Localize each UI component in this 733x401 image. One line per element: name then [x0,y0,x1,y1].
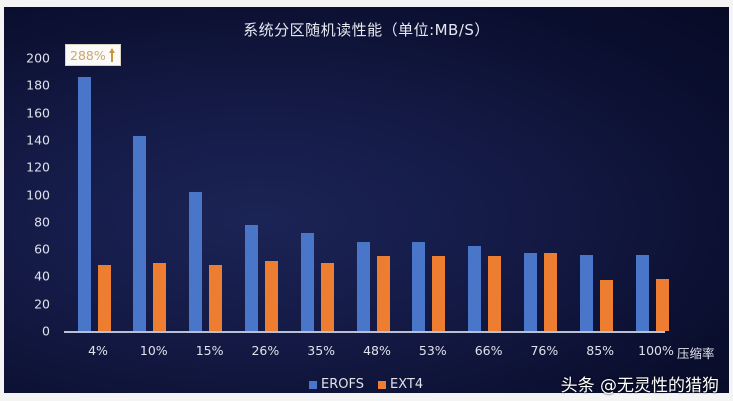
legend-label-erofs: EROFS [321,377,364,392]
y-tick-label: 180 [26,77,50,93]
bar-ext4 [376,255,390,331]
y-tick-label: 100 [26,187,50,202]
bar-ext4 [655,279,669,331]
bar-ext4 [320,262,334,331]
bar-erofs [523,253,537,331]
bar-ext4 [432,255,446,331]
y-tick-label: 60 [34,241,50,257]
bar-erofs [579,254,593,331]
x-tick-label: 66% [474,343,503,358]
bar-erofs [189,191,203,331]
y-tick-label: 200 [26,50,50,66]
legend-item-erofs: EROFS [309,377,364,392]
x-tick-label: 15% [195,343,224,358]
legend: EROFS EXT4 [309,377,423,392]
bar-erofs [635,254,649,331]
bar-erofs [133,135,147,331]
callout-text: 288% [70,47,106,63]
x-tick-label: 100% [638,343,674,358]
y-tick-label: 40 [34,268,50,284]
x-tick-label: 4% [88,343,108,358]
bar-ext4 [543,253,557,331]
increase-callout: 288% [65,44,121,66]
chart-title: 系统分区随机读性能（单位:MB/S） [243,21,490,39]
bar-erofs [77,77,91,331]
x-tick-label: 35% [307,343,336,358]
bar-ext4 [153,262,167,331]
legend-swatch-erofs [309,380,317,389]
x-tick-label: 76% [530,343,559,358]
x-tick-label: 53% [418,343,447,358]
legend-label-ext4: EXT4 [389,377,424,392]
x-tick-label: 85% [586,343,615,358]
bar-ext4 [599,280,613,331]
x-axis-line [64,331,665,333]
bar-erofs [412,242,426,331]
legend-item-ext4: EXT4 [377,377,424,392]
bar-ext4 [209,265,223,331]
x-axis-title: 压缩率 [677,346,715,361]
bar-ext4 [264,261,278,331]
bar-erofs [300,232,314,331]
y-tick-label: 140 [26,132,50,148]
bar-ext4 [488,255,502,331]
bar-erofs [356,242,370,331]
y-tick-label: 0 [42,323,50,339]
chart-panel: 系统分区随机读性能（单位:MB/S） 288% EROFS EXT4 头条 @无… [4,7,729,396]
bar-erofs [244,224,258,331]
up-arrow-icon [108,48,115,62]
y-tick-label: 120 [26,159,50,175]
watermark: 头条 @无灵性的猎狗 [560,376,719,396]
y-tick-label: 80 [34,214,50,230]
x-tick-label: 10% [139,343,168,358]
x-tick-label: 48% [363,343,391,358]
bar-erofs [468,246,482,331]
x-tick-label: 26% [251,343,280,358]
bar-ext4 [97,265,111,331]
y-tick-label: 20 [34,296,50,312]
legend-swatch-ext4 [377,380,386,389]
y-tick-label: 160 [26,105,50,121]
